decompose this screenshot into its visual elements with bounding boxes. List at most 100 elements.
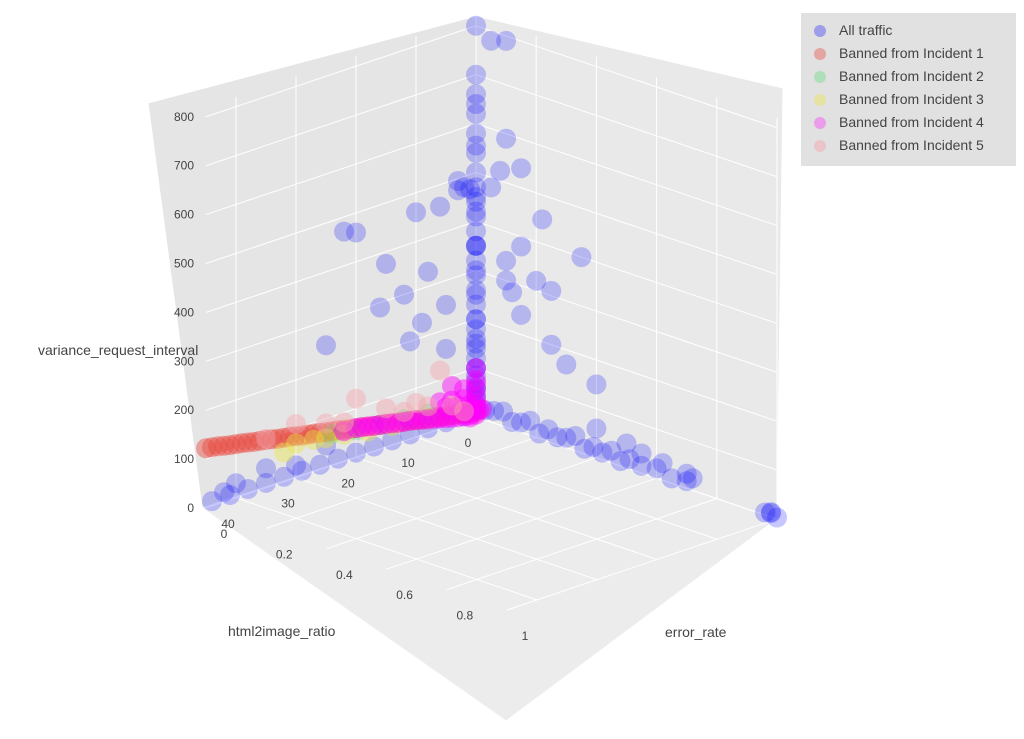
series-4 [334,358,492,442]
scatter-point [394,284,414,305]
scatter-point [214,482,234,503]
z-tick-label: 400 [174,305,194,319]
scatter-point [346,418,366,439]
scatter-point [761,503,781,523]
scatter-point [541,280,562,301]
scatter-point [352,417,372,438]
scatter-point [316,422,336,443]
scatter-point [466,358,486,379]
legend-label: Banned from Incident 5 [839,137,984,153]
legend-label: Banned from Incident 3 [839,91,984,107]
scatter-point [682,468,703,489]
scatter-point [466,338,486,359]
legend-item-incident-4[interactable]: Banned from Incident 4 [801,112,1016,135]
scatter-point [767,507,787,528]
scatter-point [268,428,288,449]
scatter-point [448,404,468,425]
scatter-point [460,179,480,200]
scatter-point [571,247,592,268]
scatter-point [619,449,640,470]
scatter-point [466,265,486,286]
scatter-point [448,171,468,191]
scatter-point [430,406,450,427]
scatter-point [556,354,577,375]
y-gridline [446,97,718,591]
legend-item-incident-5[interactable]: Banned from Incident 5 [801,135,1016,158]
scatter-point [466,402,486,423]
scatter-point [676,463,697,484]
scatter-point [364,415,384,436]
scatter-point [256,458,276,479]
y-gridline [266,36,537,529]
scatter-point [493,401,514,422]
scatter-point [541,334,562,355]
scatter-point [220,485,240,505]
scatter-point [529,423,550,444]
scatter-point [436,338,456,359]
scatter-point [370,297,390,318]
scatter-point [430,360,450,381]
series-2 [322,403,438,444]
y-gridline [386,77,658,570]
scatter-point [466,377,486,398]
legend-item-incident-1[interactable]: Banned from Incident 1 [801,43,1016,66]
scatter-point [496,30,517,51]
scatter-point [586,374,607,395]
legend-label: All traffic [839,22,893,38]
scatter-point [502,411,523,432]
scatter-point [418,403,438,424]
y-gridline [506,118,778,611]
scatter-point [400,331,420,352]
scatter-point [388,412,408,433]
series-5 [256,360,474,449]
scatter-point [583,437,604,457]
series-3 [274,415,402,463]
scatter-point [755,502,775,523]
scatter-point [316,435,336,456]
scatter-point [382,430,402,451]
y-tick-label: 0.2 [276,547,293,561]
z-axis-title: variance_request_interval [38,342,198,358]
scatter-point [472,399,492,420]
scatter-point [364,415,384,436]
scatter-point [334,421,354,442]
scatter-point [466,221,486,242]
y-tick-label: 1 [522,629,529,643]
scatter-point [466,201,486,222]
legend-item-incident-3[interactable]: Banned from Incident 3 [801,89,1016,112]
scatter-point [340,419,360,440]
scatter-point [256,472,276,493]
y-gridline [205,16,477,509]
scatter-point [376,413,396,434]
scatter-point [460,407,480,428]
scatter-point [466,177,486,198]
legend-label: Banned from Incident 2 [839,68,984,84]
scatter-point [466,284,486,305]
series-0 [202,15,787,528]
scatter-point [394,411,414,432]
gridlines [205,16,778,611]
scatter-point [466,319,486,339]
legend-item-all-traffic[interactable]: All traffic [801,20,1016,43]
scatter-point [394,409,414,430]
legend-item-incident-2[interactable]: Banned from Incident 2 [801,66,1016,89]
scatter-point [310,454,330,475]
scatter-point [442,390,462,411]
scatter-point [481,177,502,198]
scatter-point [481,30,502,51]
y-axis-title: error_rate [665,624,727,640]
scatter-point [202,437,222,458]
scatter-point [466,358,486,379]
scatter-point [466,142,486,163]
scatter-point [244,431,264,452]
scatter-point [304,423,324,444]
scatter-point [376,413,396,434]
scatter-point [442,405,462,426]
scatter-point [334,221,354,242]
scatter-point [418,261,438,282]
scatter-point [280,426,300,447]
scatter-point [466,250,486,271]
scatter-point [466,399,486,420]
scatter-point [442,395,462,416]
